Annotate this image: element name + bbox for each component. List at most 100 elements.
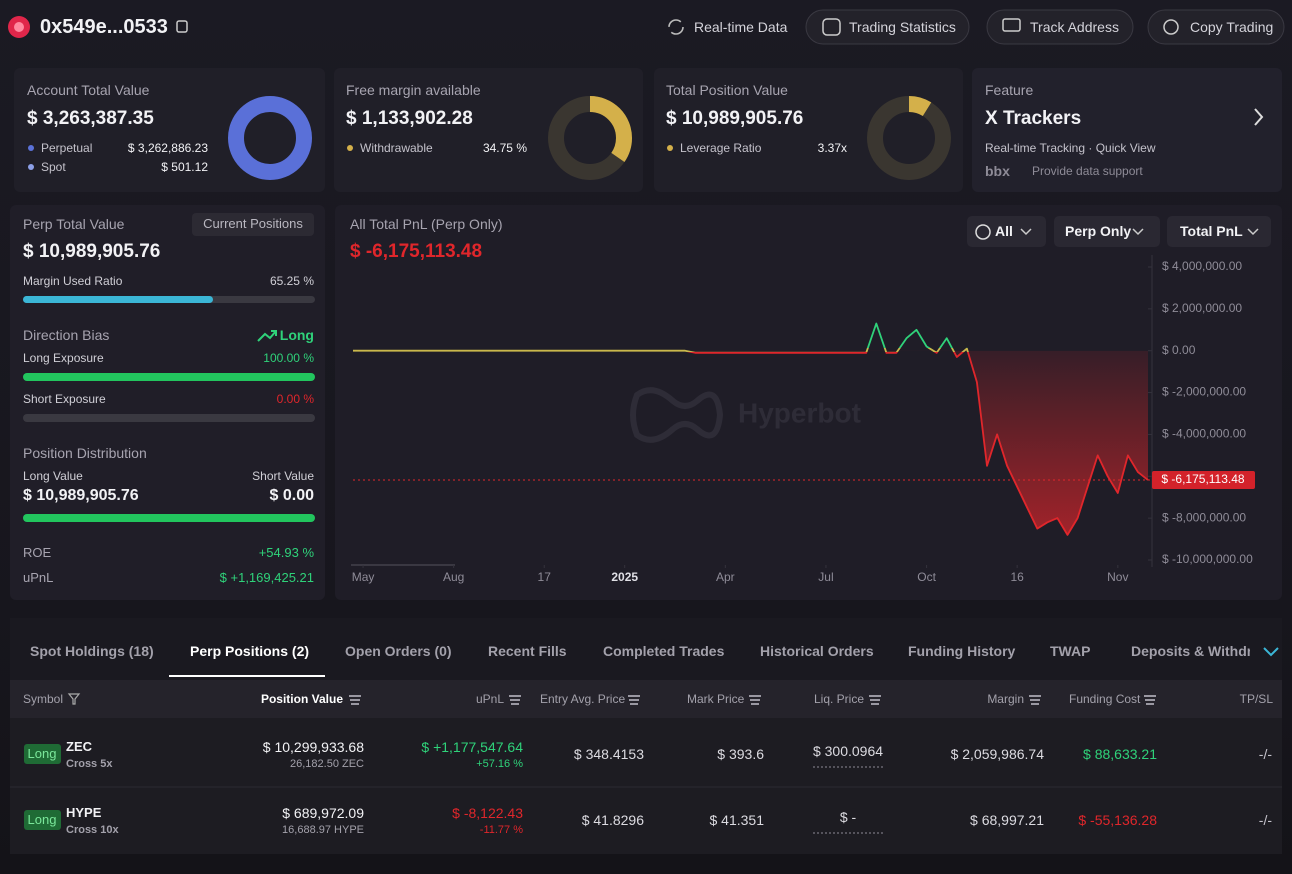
- row-label: Long Exposure: [23, 350, 104, 365]
- support-text: Provide data support: [1032, 163, 1143, 178]
- margin: $ 2,059,986.74: [950, 745, 1044, 762]
- nav-label[interactable]: Trading Statistics: [849, 18, 956, 35]
- logo-inner: [14, 22, 24, 32]
- refresh-icon: [668, 19, 684, 35]
- liq-price: $ -: [839, 808, 857, 825]
- card[interactable]: [972, 68, 1282, 192]
- copy-icon: [176, 20, 188, 33]
- row-label: ROE: [23, 545, 52, 561]
- row-label: Perpetual: [41, 140, 93, 155]
- button[interactable]: [192, 213, 314, 236]
- row-label: Short Value: [252, 468, 314, 483]
- tab[interactable]: Spot Holdings (18): [30, 642, 154, 659]
- table-body: [10, 718, 1282, 854]
- nav-label[interactable]: Real-time Data: [694, 18, 788, 35]
- nav-button[interactable]: [1147, 9, 1285, 45]
- sort-icon: [629, 699, 639, 701]
- filter-label[interactable]: All: [995, 222, 1013, 239]
- funding-cost: $ 88,633.21: [1083, 745, 1157, 762]
- column-header[interactable]: Margin: [987, 691, 1024, 706]
- filter-button[interactable]: [1167, 216, 1271, 247]
- x-tick-label: Apr: [716, 570, 735, 584]
- sort-icon: [749, 695, 761, 697]
- margin-mode: Cross 5x: [66, 758, 113, 771]
- dropdown-icon: [1020, 228, 1259, 236]
- liq-price: $ 300.0964: [812, 742, 884, 759]
- column-header[interactable]: Liq. Price: [814, 691, 865, 706]
- row-label: Short Exposure: [23, 391, 106, 406]
- nav-label[interactable]: Track Address: [1030, 18, 1119, 35]
- watermark: Hyperbot: [630, 387, 861, 443]
- sort-icon: [630, 703, 638, 705]
- symbol: ZEC: [66, 739, 92, 755]
- y-tick-label: $ 0.00: [1162, 343, 1196, 357]
- column-header[interactable]: uPnL: [475, 691, 504, 706]
- area: [685, 350, 1148, 535]
- filter-button[interactable]: [1054, 216, 1160, 247]
- upnl-pct: +57.16 %: [476, 758, 523, 771]
- progress-fill: [23, 373, 315, 381]
- nav-label[interactable]: Copy Trading: [1190, 18, 1274, 35]
- x-tick-label: Nov: [1107, 570, 1128, 584]
- watermark-logo: [630, 387, 724, 443]
- tab-bar: [10, 618, 1282, 680]
- row-label: uPnL: [23, 570, 54, 586]
- filter-icon: [67, 693, 81, 705]
- row-value: $ 10,989,905.76: [23, 487, 139, 505]
- tab[interactable]: TWAP: [1050, 642, 1091, 659]
- sort-icon: [1030, 699, 1040, 701]
- entry-price: $ 348.4153: [573, 745, 644, 762]
- x-tick-label: Aug: [443, 570, 464, 584]
- button-label[interactable]: Current Positions: [203, 216, 303, 232]
- row-value: +54.93 %: [258, 545, 314, 561]
- row-value: $ +1,169,425.21: [219, 570, 314, 586]
- y-tick-label: $ -2,000,000.00: [1162, 385, 1246, 399]
- side-badge: [24, 810, 61, 830]
- card-value: $ 3,263,387.35: [27, 107, 154, 129]
- filter-button[interactable]: [967, 216, 1046, 247]
- symbol: HYPE: [66, 805, 102, 821]
- tp-sl: -/-: [1258, 745, 1272, 762]
- position-size: 26,182.50 ZEC: [290, 758, 364, 771]
- tab[interactable]: Recent Fills: [488, 642, 567, 659]
- progress-fill: [23, 296, 213, 303]
- sort-icon: [628, 695, 640, 697]
- column-header: Symbol: [23, 691, 64, 706]
- tab[interactable]: Open Orders (0): [345, 642, 452, 659]
- tab-active[interactable]: Perp Positions (2): [190, 642, 310, 659]
- x-tick-label: 16: [1010, 570, 1024, 584]
- donut-arc: [548, 96, 632, 180]
- chevron[interactable]: [1254, 108, 1264, 126]
- sort-icon: [1146, 703, 1154, 705]
- tab[interactable]: Historical Orders: [760, 642, 874, 659]
- card-value: X Trackers: [985, 107, 1082, 129]
- card-label: Feature: [985, 81, 1034, 98]
- row-value: $ 0.00: [269, 487, 314, 505]
- line: [353, 322, 1149, 536]
- x-tick-label: Oct: [917, 570, 936, 584]
- filter-label[interactable]: Perp Only: [1065, 222, 1132, 239]
- y-tick-label: $ -4,000,000.00: [1162, 427, 1246, 441]
- tab[interactable]: Deposits & Withdra: [1131, 642, 1250, 659]
- x-tick-label: 17: [538, 570, 552, 584]
- filter-label[interactable]: Total PnL: [1180, 222, 1243, 239]
- section-label: Position Distribution: [23, 444, 147, 461]
- subtitle: Real-time Tracking · Quick View: [985, 140, 1156, 155]
- column-header[interactable]: Position Value: [260, 691, 343, 706]
- column-header[interactable]: Funding Cost: [1069, 691, 1141, 706]
- tab[interactable]: Funding History: [908, 642, 1016, 659]
- column-header[interactable]: Entry Avg. Price: [540, 691, 626, 706]
- column-header: TP/SL: [1239, 691, 1273, 706]
- tab[interactable]: Completed Trades: [603, 642, 725, 659]
- y-tick-label: $ -10,000,000.00: [1162, 552, 1253, 566]
- nav-button[interactable]: [805, 9, 970, 45]
- bias: Long: [279, 326, 314, 343]
- position-value: $ 10,299,933.68: [262, 738, 364, 755]
- tab-more[interactable]: [1263, 647, 1279, 657]
- column-header[interactable]: Mark Price: [687, 691, 745, 706]
- current-value: $ -6,175,113.48: [350, 240, 483, 262]
- nav-button[interactable]: [986, 9, 1134, 45]
- side-label: Long: [27, 812, 57, 828]
- sort-icon: [350, 699, 360, 701]
- panel-value: $ 10,989,905.76: [23, 240, 161, 262]
